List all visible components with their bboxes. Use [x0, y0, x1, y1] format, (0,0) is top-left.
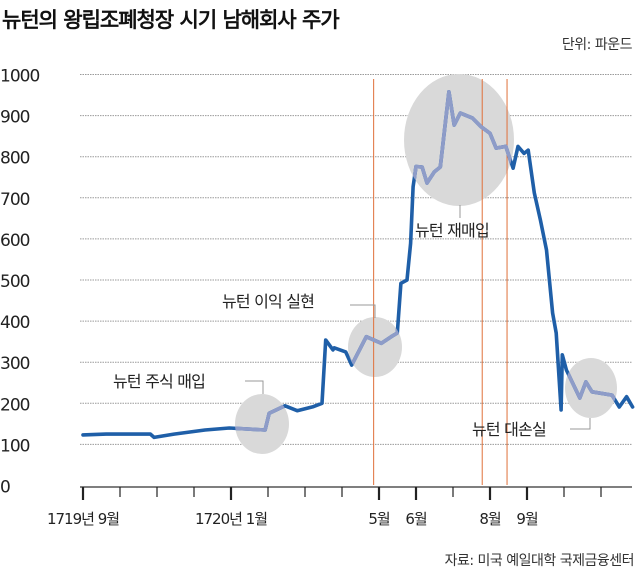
x-tick-label: 5월 — [368, 510, 390, 528]
x-tick-label: 6월 — [405, 510, 427, 528]
x-tick-label: 1720년 1월 — [195, 510, 267, 528]
y-tick-label: 600 — [0, 231, 30, 251]
annotation-leader — [570, 418, 591, 430]
annotation-leader — [245, 380, 264, 394]
annotation-label: 뉴턴 이익 실현 — [222, 292, 314, 311]
annotation-label: 뉴턴 재매입 — [415, 221, 489, 240]
y-tick-label: 300 — [0, 354, 30, 374]
unit-label: 단위: 파운드 — [561, 37, 633, 53]
source-note: 자료: 미국 예일대학 국제금융센터 — [444, 553, 635, 569]
annotation-leader — [350, 304, 376, 318]
x-tick-label: 1719년 9월 — [47, 510, 119, 528]
annotation-label: 뉴턴 주식 매입 — [113, 372, 205, 391]
y-tick-label: 200 — [0, 395, 30, 415]
highlight-circle — [348, 317, 402, 377]
y-tick-label: 100 — [0, 436, 30, 456]
highlight-circle — [404, 74, 514, 206]
y-tick-label: 900 — [0, 108, 30, 128]
chart-title: 뉴턴의 왕립조폐청장 시기 남해회사 주가 — [2, 8, 340, 32]
x-tick-label: 9월 — [516, 510, 538, 528]
y-tick-label: 1000 — [0, 67, 39, 87]
y-tick-label: 400 — [0, 313, 30, 333]
highlight-circle — [235, 394, 289, 454]
y-tick-label: 500 — [0, 272, 30, 292]
y-tick-label: 700 — [0, 190, 30, 210]
y-tick-label: 0 — [0, 478, 10, 498]
y-tick-label: 800 — [0, 149, 30, 169]
annotation-label: 뉴턴 대손실 — [472, 420, 546, 439]
x-tick-label: 8월 — [479, 510, 501, 528]
